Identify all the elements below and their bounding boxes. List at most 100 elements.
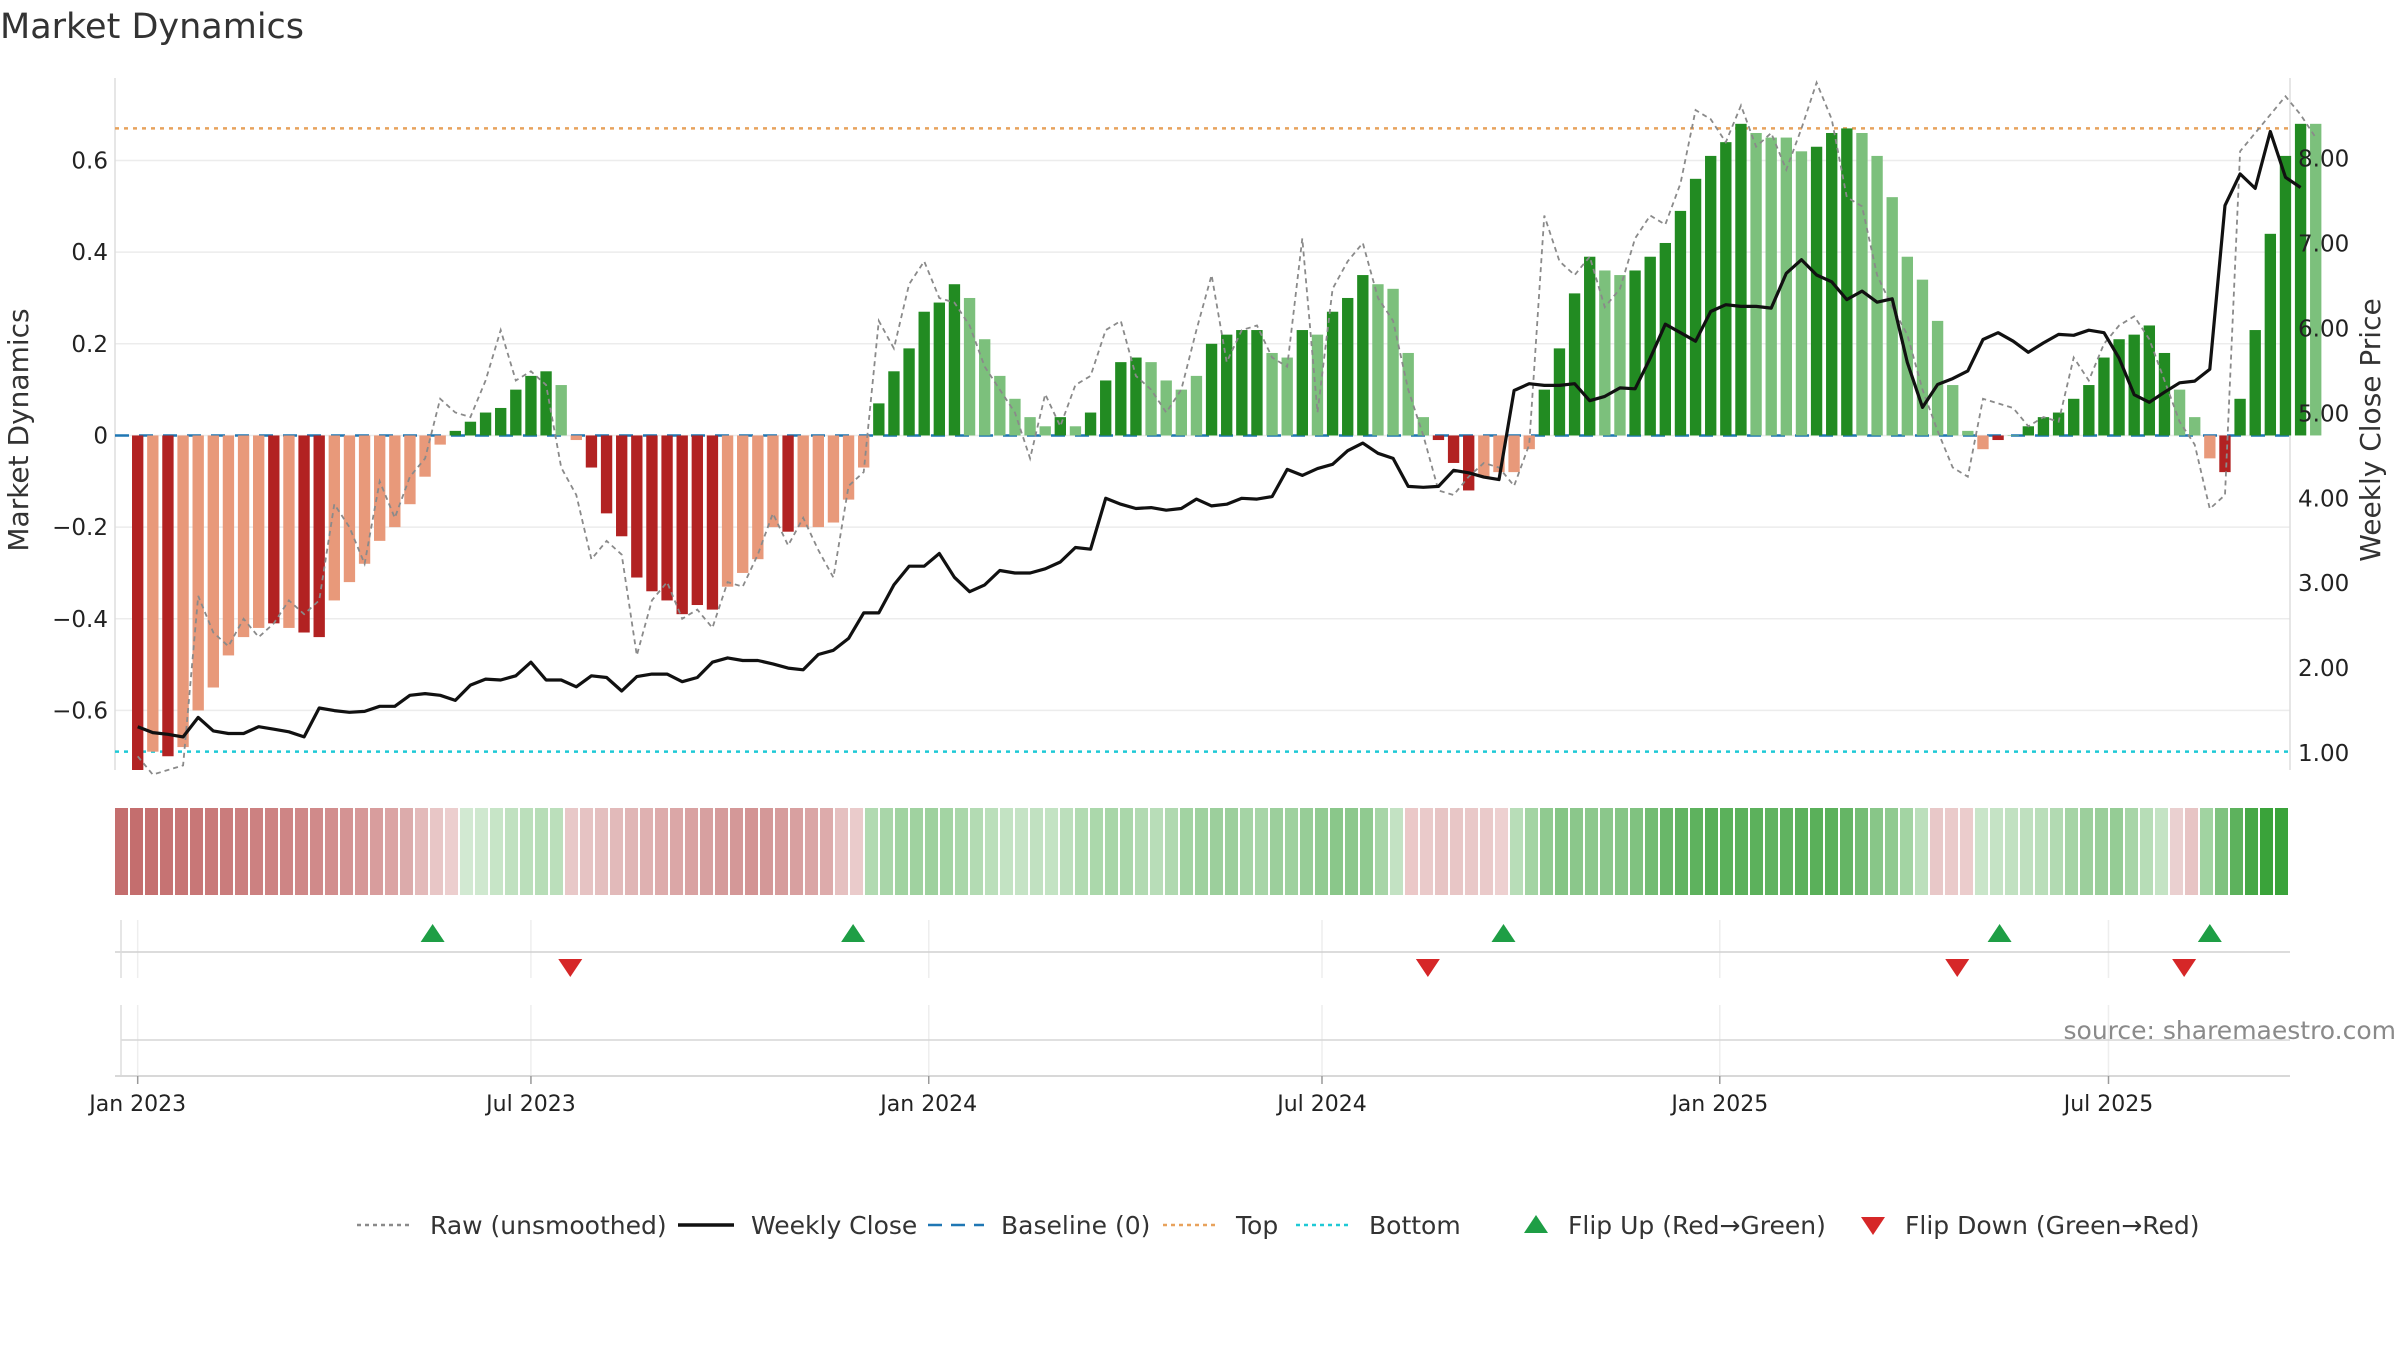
- strip-cell-77: [1270, 808, 1283, 895]
- strip-cell-75: [1240, 808, 1253, 895]
- strip-cell-5: [190, 808, 203, 895]
- bar-62: [1069, 426, 1082, 436]
- bar-22: [464, 421, 477, 436]
- bar-24: [495, 407, 507, 436]
- bar-126: [2037, 417, 2050, 436]
- bar-39: [721, 435, 734, 587]
- strip-cell-101: [1630, 808, 1643, 895]
- bar-13: [328, 435, 340, 601]
- bar-6: [222, 435, 235, 656]
- strip-cell-142: [2245, 808, 2258, 895]
- bar-21: [449, 430, 461, 436]
- strip-cell-48: [835, 808, 848, 895]
- x-tick-label: Jan 2024: [878, 1092, 977, 1117]
- bar-32: [616, 435, 628, 537]
- bar-141: [2264, 233, 2277, 436]
- bar-128: [2068, 398, 2080, 436]
- bar-77: [1296, 330, 1308, 436]
- bar-134: [2158, 352, 2171, 436]
- bar-95: [1568, 293, 1581, 436]
- strip-cell-62: [1045, 808, 1058, 895]
- strip-cell-56: [955, 808, 968, 895]
- bar-3: [177, 435, 189, 748]
- strip-cell-52: [895, 808, 908, 895]
- strip-cell-132: [2095, 808, 2108, 895]
- legend-item-1: Weekly Close: [678, 1211, 917, 1240]
- bar-97: [1599, 270, 1611, 436]
- bar-100: [1644, 256, 1656, 436]
- strip-cell-41: [730, 808, 743, 895]
- bar-0: [132, 435, 144, 770]
- bar-138: [2219, 435, 2231, 473]
- strip-cell-97: [1570, 808, 1583, 895]
- strip-cell-78: [1285, 808, 1298, 895]
- bar-44: [797, 435, 809, 528]
- bar-54: [948, 284, 961, 436]
- flip-up-marker-3: [1987, 924, 2012, 942]
- strip-cell-114: [1825, 808, 1838, 895]
- strip-cell-8: [235, 808, 248, 895]
- strip-cell-21: [430, 808, 443, 895]
- bar-65: [1115, 362, 1127, 436]
- bar-102: [1674, 210, 1687, 436]
- bar-137: [2204, 435, 2216, 459]
- bar-15: [358, 435, 371, 564]
- strip-cell-91: [1480, 808, 1493, 895]
- bar-139: [2234, 398, 2246, 436]
- strip-cell-126: [2005, 808, 2018, 895]
- strip-cell-115: [1840, 808, 1853, 895]
- bar-16: [374, 435, 386, 541]
- chart-title: Market Dynamics: [0, 7, 304, 47]
- bar-67: [1145, 362, 1157, 436]
- strip-cell-20: [415, 808, 428, 895]
- bar-33: [631, 435, 643, 578]
- strip-cell-95: [1540, 808, 1553, 895]
- strip-cell-124: [1975, 808, 1988, 895]
- strip-cell-134: [2125, 808, 2138, 895]
- bar-8: [253, 435, 265, 628]
- bar-45: [812, 435, 824, 528]
- strip-cell-94: [1525, 808, 1538, 895]
- strip-cell-86: [1405, 808, 1418, 895]
- flip-markers-panel: [115, 920, 2290, 978]
- bar-20: [434, 435, 446, 445]
- strip-cell-71: [1180, 808, 1193, 895]
- regime-color-strip: [115, 808, 2288, 895]
- strip-cell-80: [1315, 808, 1328, 895]
- flip-up-marker-2: [1491, 924, 1516, 942]
- bar-43: [782, 435, 794, 532]
- bar-46: [827, 435, 840, 523]
- strip-cell-49: [850, 808, 863, 895]
- bar-71: [1205, 343, 1218, 436]
- source-annotation: source: sharemaestro.com: [2064, 1016, 2397, 1045]
- bar-116: [1886, 197, 1898, 436]
- strip-cell-92: [1495, 808, 1508, 895]
- bar-29: [570, 435, 582, 441]
- strip-cell-76: [1255, 808, 1268, 895]
- strip-cell-45: [790, 808, 803, 895]
- bar-140: [2249, 330, 2261, 436]
- bar-7: [237, 435, 250, 638]
- strip-cell-140: [2215, 808, 2228, 895]
- strip-cell-67: [1120, 808, 1133, 895]
- bar-117: [1901, 256, 1914, 436]
- strip-cell-98: [1585, 808, 1598, 895]
- strip-cell-35: [640, 808, 653, 895]
- flip-down-marker-0: [558, 959, 583, 977]
- y-axis-label: Market Dynamics: [2, 308, 35, 551]
- strip-cell-122: [1945, 808, 1958, 895]
- strip-cell-144: [2275, 808, 2288, 895]
- legend-label: Raw (unsmoothed): [430, 1211, 667, 1240]
- bar-58: [1009, 398, 1021, 436]
- weekly-close-series: [137, 129, 2302, 739]
- strip-cell-31: [580, 808, 593, 895]
- strip-cell-63: [1060, 808, 1073, 895]
- strip-cell-34: [625, 808, 638, 895]
- bar-106: [1735, 123, 1747, 436]
- grid-lines: [114, 78, 2291, 770]
- strip-cell-85: [1390, 808, 1403, 895]
- bar-125: [2022, 426, 2035, 436]
- bar-83: [1387, 288, 1399, 436]
- strip-cell-89: [1450, 808, 1463, 895]
- bar-57: [994, 375, 1006, 436]
